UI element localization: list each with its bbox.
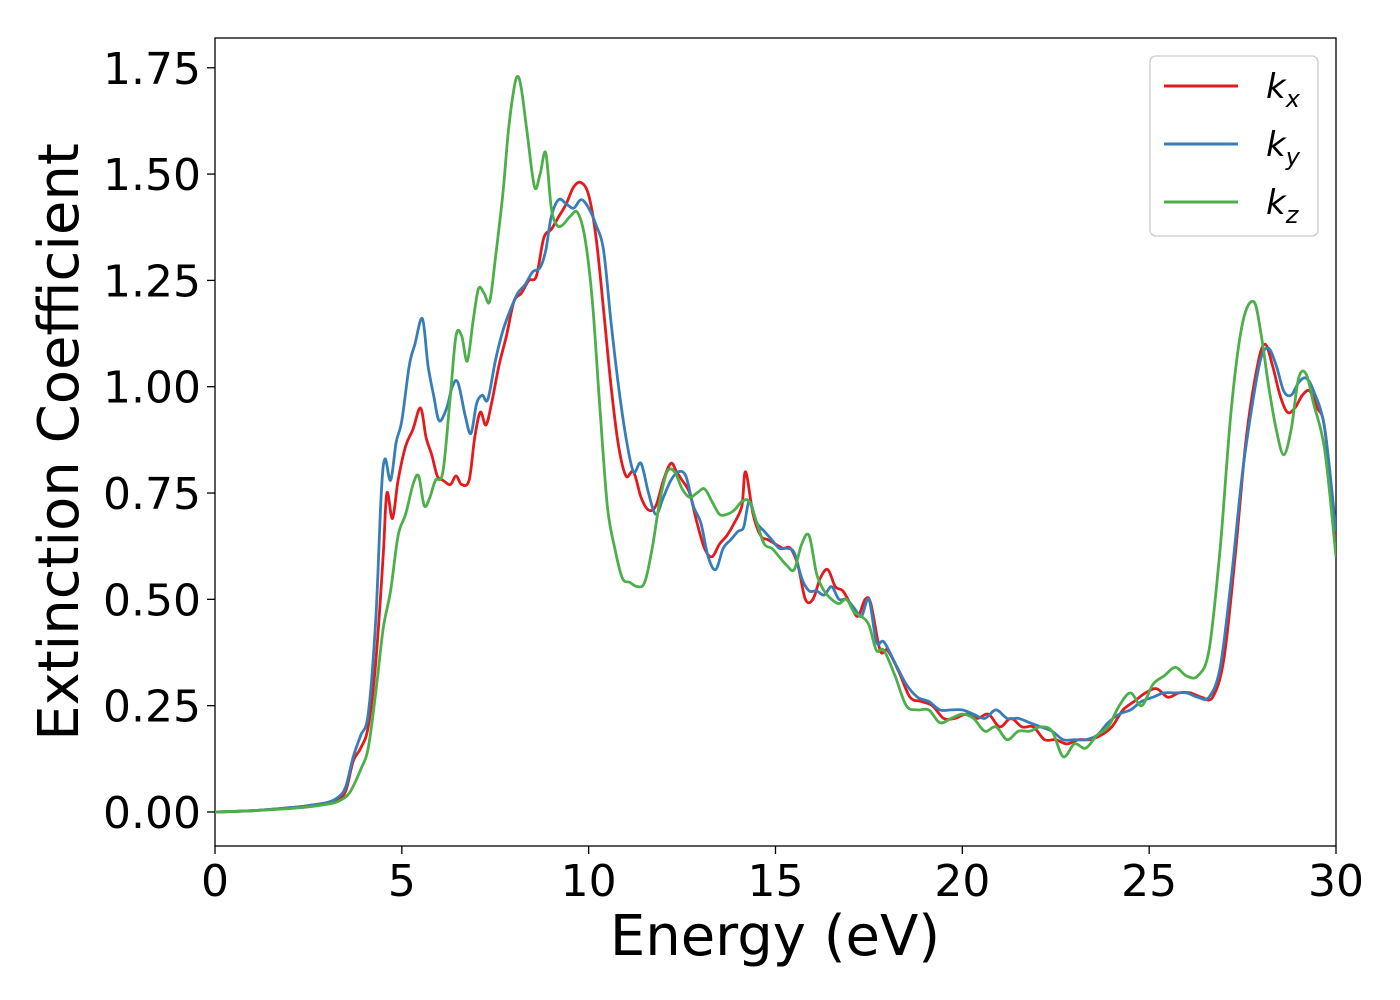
y-tick-label: 0.50: [103, 575, 201, 626]
y-axis-title: Extinction Coefficient: [27, 143, 92, 741]
series-line-kx: [215, 180, 1336, 814]
x-axis-title: Energy (eV): [610, 904, 940, 969]
series-line-kz: [215, 74, 1336, 814]
legend-box: [1149, 55, 1319, 237]
x-tick-label: 30: [1308, 856, 1364, 907]
y-tick-label: 1.00: [103, 363, 201, 414]
x-tick-label: 20: [934, 856, 990, 907]
legend-label-kx: kx: [1266, 67, 1301, 113]
y-tick-label: 1.50: [103, 150, 201, 201]
legend: kx ky kz: [1149, 55, 1319, 237]
x-tick-label: 0: [201, 856, 229, 907]
y-tick-label: 1.25: [103, 256, 201, 307]
x-tick-label: 10: [561, 856, 617, 907]
x-axis: 0 5 10 15 20 25 30: [201, 846, 1364, 907]
y-tick-label: 0.25: [103, 682, 201, 733]
y-axis: 0.00 0.25 0.50 0.75 1.00 1.25 1.50 1.75: [103, 44, 215, 839]
y-tick-label: 0.00: [103, 788, 201, 839]
x-tick-label: 5: [388, 856, 416, 907]
series-line-ky: [215, 197, 1336, 814]
series-layer: [215, 74, 1336, 814]
y-tick-label: 1.75: [103, 44, 201, 95]
y-tick-label: 0.75: [103, 469, 201, 520]
legend-label-kz: kz: [1266, 183, 1300, 229]
x-tick-label: 15: [748, 856, 804, 907]
x-tick-label: 25: [1121, 856, 1177, 907]
legend-label-ky: ky: [1266, 125, 1301, 171]
